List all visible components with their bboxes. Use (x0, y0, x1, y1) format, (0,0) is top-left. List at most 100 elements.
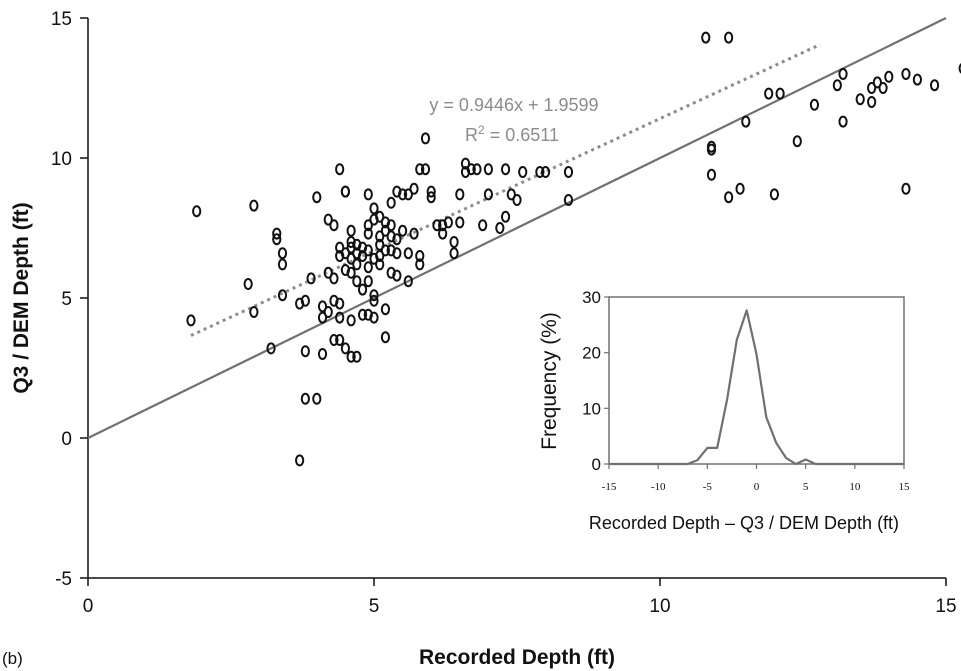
scatter-point (455, 216, 465, 229)
scatter-point (724, 31, 734, 44)
one-to-one-line (87, 17, 947, 439)
scatter-point (855, 93, 865, 106)
inset-y-axis-title: Frequency (%) (538, 312, 561, 450)
scatter-point (495, 222, 505, 234)
scatter-point (346, 224, 356, 237)
inset-x-tick-label: 5 (803, 481, 809, 493)
scatter-point (764, 87, 774, 100)
scatter-point (375, 258, 385, 271)
scatter-point (392, 247, 402, 260)
scatter-point (426, 191, 436, 204)
scatter-point (506, 188, 516, 201)
scatter-point (420, 163, 431, 176)
scatter-point (398, 224, 408, 237)
scatter-point (741, 115, 751, 128)
scatter-point (363, 219, 373, 232)
scatter-point (335, 241, 345, 254)
scatter-point (432, 219, 442, 232)
scatter-point (192, 205, 202, 218)
scatter-point (300, 294, 310, 307)
inset-y-tick-label: 10 (582, 399, 601, 418)
scatter-point (724, 191, 734, 204)
scatter-point (186, 314, 196, 327)
scatter-point (701, 31, 711, 44)
scatter-point (369, 289, 379, 302)
scatter-point (929, 79, 940, 92)
scatter-point (375, 238, 385, 251)
scatter-point (438, 227, 448, 240)
main-x-tick-label: 10 (649, 596, 670, 617)
main-x-tick-label: 15 (935, 596, 956, 617)
inset-x-tick-label: 10 (849, 481, 861, 493)
scatter-point (878, 82, 888, 94)
inset-x-ticks: -15 -10 -5 0 5 10 15 (602, 464, 910, 493)
scatter-point (420, 132, 431, 145)
inset-frame (608, 296, 905, 465)
scatter-point (449, 247, 459, 260)
scatter-point (375, 210, 385, 223)
scatter-point (563, 166, 574, 178)
scatter-point (386, 196, 396, 209)
scatter-point (363, 275, 373, 288)
scatter-point (335, 163, 345, 176)
r2-prefix: R (465, 125, 478, 145)
scatter-point (340, 247, 350, 260)
scatter-point (838, 115, 848, 128)
scatter-point (832, 79, 842, 92)
scatter-point (352, 350, 362, 363)
scatter-point (272, 227, 282, 240)
scatter-point (867, 82, 877, 94)
scatter-point (363, 244, 373, 257)
scatter-point (380, 303, 391, 316)
scatter-point (340, 342, 350, 355)
inset-x-axis-title: Recorded Depth – Q3 / DEM Depth (ft) (589, 513, 899, 533)
scatter-point (266, 342, 276, 355)
scatter-point (357, 308, 368, 321)
scatter-point (277, 289, 288, 302)
scatter-point (386, 219, 396, 232)
scatter-points (186, 31, 961, 467)
scatter-point (443, 216, 453, 229)
scatter-point (403, 247, 413, 260)
scatter-point (380, 331, 391, 344)
scatter-point (403, 188, 413, 201)
one-to-one-line-path (87, 17, 947, 439)
scatter-point (460, 157, 471, 170)
scatter-point (392, 233, 402, 246)
scatter-point (369, 294, 379, 307)
scatter-point (483, 163, 493, 176)
scatter-point (300, 392, 310, 405)
scatter-point (243, 278, 253, 290)
scatter-point (375, 250, 385, 262)
scatter-point (312, 191, 322, 204)
scatter-point (838, 68, 848, 80)
scatter-point (335, 311, 345, 324)
scatter-point (563, 194, 574, 206)
scatter-point (369, 311, 379, 324)
inset-y-ticks: 0 10 20 30 (582, 288, 609, 474)
scatter-point (706, 140, 717, 153)
main-x-ticks: 0 5 10 15 (83, 578, 957, 617)
scatter-point (329, 334, 339, 346)
scatter-point (706, 168, 717, 181)
scatter-point (809, 98, 820, 111)
scatter-point (357, 283, 368, 296)
inset-y-tick-label: 30 (582, 288, 601, 307)
scatter-point (403, 275, 413, 288)
scatter-point (329, 219, 339, 232)
scatter-point (363, 227, 373, 240)
scatter-point (346, 350, 356, 363)
main-y-tick-label: 5 (61, 289, 72, 310)
scatter-point (363, 188, 373, 201)
scatter-point (541, 166, 551, 178)
main-y-tick-label: 10 (51, 149, 72, 170)
scatter-point (449, 236, 459, 248)
scatter-point (323, 266, 333, 279)
scatter-point (346, 314, 356, 327)
scatter-point (277, 247, 288, 260)
scatter-point (775, 87, 785, 100)
scatter-point (769, 188, 780, 201)
scatter-point (415, 163, 425, 176)
scatter-point (455, 188, 465, 201)
